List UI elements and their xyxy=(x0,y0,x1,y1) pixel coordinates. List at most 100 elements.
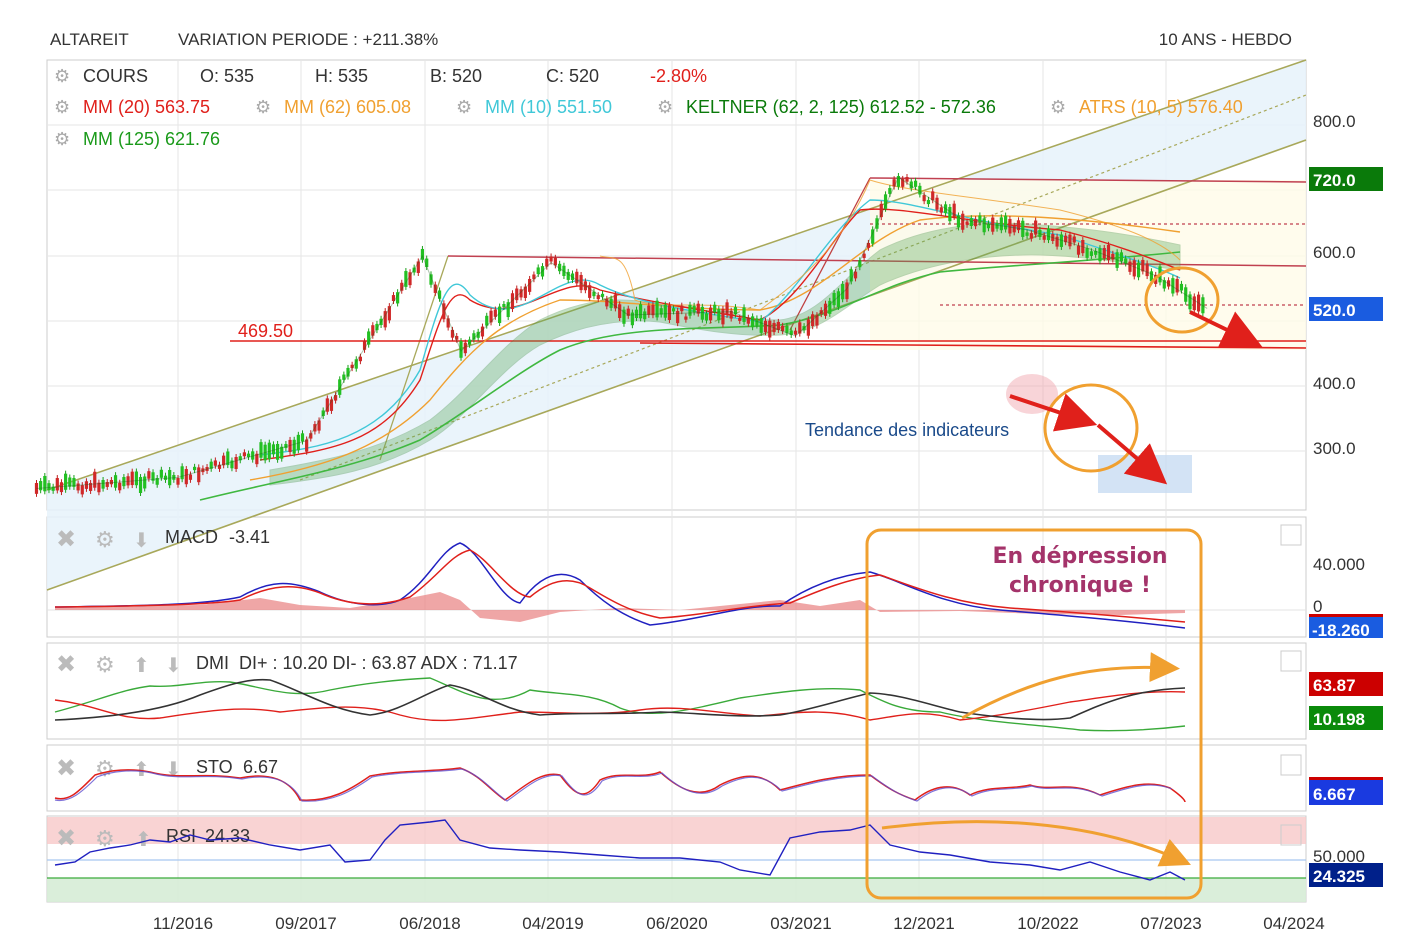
gear-icon[interactable]: ⚙ xyxy=(54,66,70,86)
candle-body xyxy=(772,322,776,333)
candle-body xyxy=(1141,259,1145,272)
x-tick: 04/2019 xyxy=(522,914,583,933)
sto-value: 6.67 xyxy=(243,757,278,777)
x-tick: 12/2021 xyxy=(893,914,954,933)
candle-body xyxy=(1115,252,1119,268)
candle-body xyxy=(350,364,354,369)
candle-body xyxy=(72,478,76,487)
panel-toggle[interactable] xyxy=(1280,754,1302,776)
close-icon[interactable]: ✖ xyxy=(56,651,76,678)
candle-body xyxy=(59,482,64,493)
candle-body xyxy=(759,318,763,333)
candle-body xyxy=(1196,294,1201,312)
last-price-circle xyxy=(1144,266,1220,334)
candle-body xyxy=(892,179,896,187)
candle-body xyxy=(101,480,105,489)
mm10-line xyxy=(259,199,1181,456)
gear-icon[interactable]: ⚙ xyxy=(95,527,115,552)
candle-body xyxy=(713,304,717,313)
candle-body xyxy=(126,476,130,486)
arrow-down-icon[interactable]: ⬇ xyxy=(133,530,150,552)
price-y-axis: 800.0 600.0 400.0 300.0 720.0 520.0 xyxy=(1309,112,1383,458)
indicator-note: Tendance des indicateurs xyxy=(805,420,1009,440)
candle-body xyxy=(1162,280,1166,289)
candle-body xyxy=(909,181,913,189)
period-label: 10 ANS - HEBDO xyxy=(1159,30,1292,49)
gear-icon[interactable]: ⚙ xyxy=(657,97,673,117)
gear-icon[interactable]: ⚙ xyxy=(95,826,115,851)
arrow-down-icon[interactable]: ⬇ xyxy=(165,655,182,677)
candle-body xyxy=(379,318,383,325)
indicator-circle xyxy=(1043,383,1139,473)
down-arrow-main xyxy=(1189,310,1263,348)
candle-body xyxy=(655,300,659,318)
candle-body xyxy=(1089,251,1093,256)
candle-body xyxy=(463,342,467,354)
candle-body xyxy=(84,481,89,489)
candle-body xyxy=(982,218,986,233)
adx-line xyxy=(54,678,1186,721)
candle-body xyxy=(47,483,51,491)
candle-body xyxy=(151,472,155,481)
candle-body xyxy=(1034,220,1038,235)
candle-body xyxy=(76,483,80,491)
candle-body xyxy=(296,434,300,451)
candle-body xyxy=(159,469,163,478)
legend-keltner: KELTNER (62, 2, 125) 612.52 - 572.36 xyxy=(686,97,996,117)
close-icon[interactable]: ✖ xyxy=(56,526,76,553)
close-icon[interactable]: ✖ xyxy=(56,755,76,782)
candle-body xyxy=(134,471,138,486)
candle-body xyxy=(39,481,43,491)
di-minus-tag-text: 63.87 xyxy=(1313,676,1356,695)
candle-body xyxy=(536,267,540,275)
gear-icon[interactable]: ⚙ xyxy=(54,97,70,117)
panel-toggle[interactable] xyxy=(1280,824,1302,846)
candle-body xyxy=(437,290,442,299)
candle-body xyxy=(1029,233,1033,239)
candle-body xyxy=(51,486,55,491)
candle-body xyxy=(540,266,545,277)
arrow-down-icon[interactable]: ⬇ xyxy=(165,759,182,781)
arrow-up-icon[interactable]: ⬆ xyxy=(135,829,152,851)
x-tick: 07/2023 xyxy=(1140,914,1201,933)
candle-body xyxy=(230,460,234,469)
candle-body xyxy=(667,305,672,320)
candle-body xyxy=(991,217,995,232)
candle-body xyxy=(172,475,176,480)
gear-icon[interactable]: ⚙ xyxy=(95,756,115,781)
support-line-2 xyxy=(639,342,1307,349)
candle-body xyxy=(143,476,147,489)
candle-body xyxy=(952,203,956,217)
arrow-up-icon[interactable]: ⬆ xyxy=(133,655,150,677)
panel-toggle[interactable] xyxy=(1280,650,1302,672)
gear-icon[interactable]: ⚙ xyxy=(1050,97,1066,117)
candle-body xyxy=(1068,234,1072,247)
candle-body xyxy=(969,218,973,226)
gear-icon[interactable]: ⚙ xyxy=(255,97,271,117)
gear-icon[interactable]: ⚙ xyxy=(456,97,472,117)
gear-icon[interactable]: ⚙ xyxy=(95,652,115,677)
candle-body xyxy=(93,471,97,488)
candle-body xyxy=(205,467,209,471)
candle-body xyxy=(300,433,305,442)
candle-body xyxy=(680,305,684,312)
annotation-line1: En dépression xyxy=(992,544,1167,569)
candle-body xyxy=(1106,244,1111,261)
candle-body xyxy=(213,460,217,466)
candle-body xyxy=(1072,236,1076,243)
candle-body xyxy=(575,271,579,284)
candle-body xyxy=(1188,294,1192,310)
gear-icon[interactable]: ⚙ xyxy=(54,129,70,149)
candle-body xyxy=(168,470,172,486)
candle-body xyxy=(626,308,630,316)
candle-body xyxy=(742,307,746,322)
candle-body xyxy=(329,399,334,411)
candle-body xyxy=(943,204,948,214)
candle-body xyxy=(704,313,709,321)
rsi-overbought-zone xyxy=(47,817,1306,844)
panel-toggle[interactable] xyxy=(1280,524,1302,546)
candle-body xyxy=(596,295,600,300)
sto-content: ✖ ⚙ ⬆ ⬇ STO 6.67 6.667 xyxy=(54,754,1383,805)
close-icon[interactable]: ✖ xyxy=(56,825,76,852)
